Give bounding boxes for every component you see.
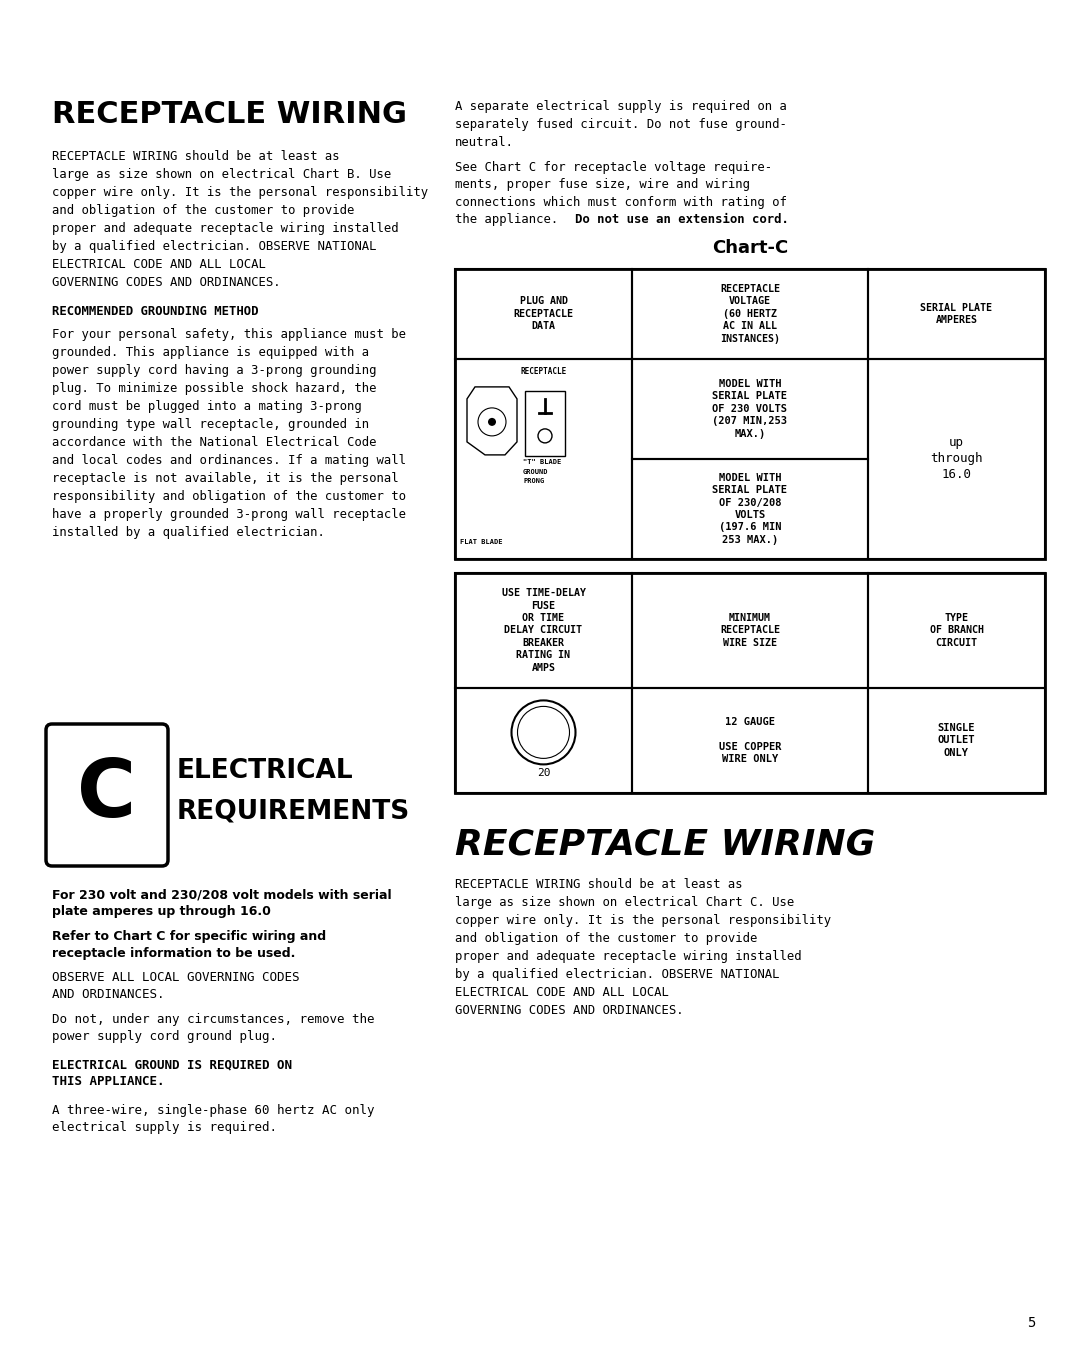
Text: 5: 5 xyxy=(1027,1316,1035,1330)
Text: For your personal safety, this appliance must be
grounded. This appliance is equ: For your personal safety, this appliance… xyxy=(52,328,406,539)
Text: 12 GAUGE

USE COPPER
WIRE ONLY: 12 GAUGE USE COPPER WIRE ONLY xyxy=(719,717,781,764)
Text: ments, proper fuse size, wire and wiring: ments, proper fuse size, wire and wiring xyxy=(455,178,750,192)
Text: SERIAL PLATE
AMPERES: SERIAL PLATE AMPERES xyxy=(920,303,993,325)
Text: For 230 volt and 230/208 volt models with serial
plate amperes up through 16.0: For 230 volt and 230/208 volt models wit… xyxy=(52,888,392,918)
Text: MINIMUM
RECEPTACLE
WIRE SIZE: MINIMUM RECEPTACLE WIRE SIZE xyxy=(720,613,780,647)
Bar xyxy=(455,269,632,359)
Bar xyxy=(632,359,868,458)
Text: MODEL WITH
SERIAL PLATE
OF 230/208
VOLTS
(197.6 MIN
253 MAX.): MODEL WITH SERIAL PLATE OF 230/208 VOLTS… xyxy=(713,473,787,545)
Text: Refer to Chart C for specific wiring and
receptacle information to be used.: Refer to Chart C for specific wiring and… xyxy=(52,929,326,960)
Bar xyxy=(632,269,868,359)
Text: REQUIREMENTS: REQUIREMENTS xyxy=(177,798,410,824)
Bar xyxy=(455,359,632,559)
Text: C: C xyxy=(78,756,136,834)
Text: 20: 20 xyxy=(537,768,550,778)
Text: ELECTRICAL GROUND IS REQUIRED ON
THIS APPLIANCE.: ELECTRICAL GROUND IS REQUIRED ON THIS AP… xyxy=(52,1058,292,1088)
Text: "T" BLADE: "T" BLADE xyxy=(523,458,562,465)
Bar xyxy=(868,269,1045,359)
Text: A separate electrical supply is required on a
separately fused circuit. Do not f: A separate electrical supply is required… xyxy=(455,101,787,150)
Text: MODEL WITH
SERIAL PLATE
OF 230 VOLTS
(207 MIN,253
MAX.): MODEL WITH SERIAL PLATE OF 230 VOLTS (20… xyxy=(713,379,787,439)
Text: the appliance.: the appliance. xyxy=(455,214,566,226)
Text: OBSERVE ALL LOCAL GOVERNING CODES
AND ORDINANCES.: OBSERVE ALL LOCAL GOVERNING CODES AND OR… xyxy=(52,971,299,1001)
Text: ELECTRICAL: ELECTRICAL xyxy=(177,758,353,783)
Text: connections which must conform with rating of: connections which must conform with rati… xyxy=(455,196,787,209)
Text: USE TIME-DELAY
FUSE
OR TIME
DELAY CIRCUIT
BREAKER
RATING IN
AMPS: USE TIME-DELAY FUSE OR TIME DELAY CIRCUI… xyxy=(501,588,585,673)
Circle shape xyxy=(488,418,496,426)
Text: RECEPTACLE WIRING: RECEPTACLE WIRING xyxy=(52,101,407,129)
Bar xyxy=(868,359,1045,559)
Text: RECEPTACLE: RECEPTACLE xyxy=(521,367,567,375)
Text: PLUG AND
RECEPTACLE
DATA: PLUG AND RECEPTACLE DATA xyxy=(513,296,573,332)
Text: TYPE
OF BRANCH
CIRCUIT: TYPE OF BRANCH CIRCUIT xyxy=(930,613,984,647)
Text: FLAT BLADE: FLAT BLADE xyxy=(460,539,502,545)
Bar xyxy=(868,573,1045,688)
Text: SINGLE
OUTLET
ONLY: SINGLE OUTLET ONLY xyxy=(937,724,975,758)
Text: RECEPTACLE WIRING should be at least as
large as size shown on electrical Chart : RECEPTACLE WIRING should be at least as … xyxy=(455,879,832,1017)
Bar xyxy=(632,573,868,688)
Bar xyxy=(455,688,632,793)
Text: Do not, under any circumstances, remove the
power supply cord ground plug.: Do not, under any circumstances, remove … xyxy=(52,1013,375,1043)
Text: Do not use an extension cord.: Do not use an extension cord. xyxy=(575,214,788,226)
Text: RECEPTACLE
VOLTAGE
(60 HERTZ
AC IN ALL
INSTANCES): RECEPTACLE VOLTAGE (60 HERTZ AC IN ALL I… xyxy=(720,284,780,344)
Text: up
through
16.0: up through 16.0 xyxy=(930,437,983,481)
Text: RECEPTACLE WIRING should be at least as
large as size shown on electrical Chart : RECEPTACLE WIRING should be at least as … xyxy=(52,150,428,290)
Bar xyxy=(632,458,868,559)
Bar xyxy=(455,269,1045,559)
Bar xyxy=(455,573,1045,793)
Text: PRONG: PRONG xyxy=(523,477,544,484)
Text: A three-wire, single-phase 60 hertz AC only
electrical supply is required.: A three-wire, single-phase 60 hertz AC o… xyxy=(52,1103,375,1134)
Bar xyxy=(868,688,1045,793)
Text: RECEPTACLE WIRING: RECEPTACLE WIRING xyxy=(455,828,875,862)
Text: RECOMMENDED GROUNDING METHOD: RECOMMENDED GROUNDING METHOD xyxy=(52,306,258,318)
Bar xyxy=(455,573,632,688)
Text: See Chart C for receptacle voltage require-: See Chart C for receptacle voltage requi… xyxy=(455,160,772,174)
Bar xyxy=(525,390,565,456)
Text: GROUND: GROUND xyxy=(523,469,549,475)
Text: Chart-C: Chart-C xyxy=(712,239,788,257)
Bar xyxy=(632,688,868,793)
